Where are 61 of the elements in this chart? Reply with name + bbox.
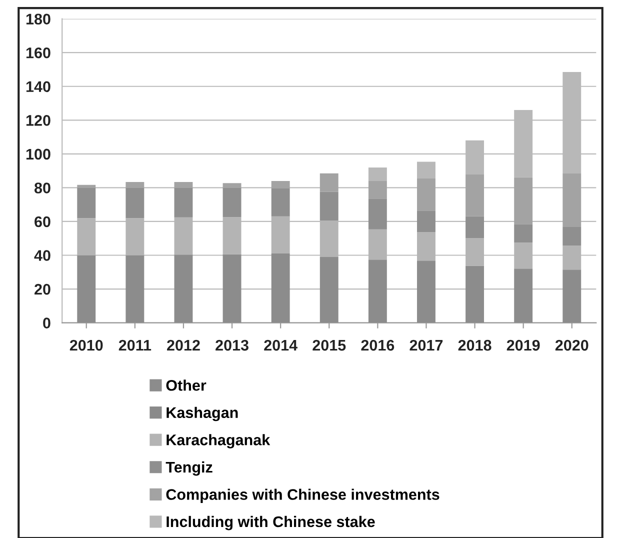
bar — [222, 183, 242, 188]
bar — [562, 174, 582, 228]
legend-label: Kashagan — [166, 406, 238, 422]
bar — [320, 173, 338, 192]
bar — [174, 254, 193, 323]
y-tick-label: 120 — [26, 115, 50, 126]
bar — [514, 268, 533, 323]
x-tick-label: 2018 — [458, 340, 492, 351]
x-tick-label: 2011 — [118, 340, 152, 351]
x-tick-label: 2010 — [70, 340, 103, 351]
bar — [174, 188, 193, 218]
x-tick-label: 2012 — [167, 340, 200, 351]
bar — [368, 167, 387, 181]
bar — [271, 188, 290, 216]
y-tick-label: 0 — [43, 318, 50, 328]
bar — [222, 254, 242, 323]
legend-label: Tengiz — [166, 461, 212, 476]
legend-label: Including with Chinese stake — [166, 516, 375, 530]
bar — [417, 210, 436, 232]
bar — [562, 270, 582, 323]
bar — [320, 192, 338, 221]
y-tick-label: 100 — [26, 148, 50, 160]
y-tick-label: 80 — [34, 182, 50, 194]
bar — [174, 182, 193, 188]
legend-label: Other — [166, 380, 206, 391]
bar — [514, 177, 533, 224]
x-tick-label: 2019 — [506, 340, 540, 351]
bar — [77, 188, 96, 218]
y-tick-label: 60 — [34, 216, 50, 228]
bar — [466, 266, 484, 323]
bar — [126, 182, 144, 188]
bar — [514, 224, 533, 243]
bar — [320, 256, 338, 323]
y-tick-label: 140 — [26, 81, 50, 92]
bar — [271, 180, 290, 189]
bar — [222, 188, 242, 218]
bar — [126, 188, 144, 218]
bar — [417, 162, 436, 178]
legend-label: Companies with Chinese investments — [166, 488, 440, 503]
y-tick-label: 180 — [26, 14, 50, 25]
bar — [126, 255, 144, 323]
x-tick-label: 2016 — [361, 340, 394, 351]
y-tick-label: 40 — [34, 250, 50, 261]
bar — [368, 198, 387, 230]
y-tick-label: 160 — [26, 47, 50, 58]
bar — [271, 254, 290, 323]
bar — [466, 216, 484, 238]
bar — [368, 260, 387, 323]
x-tick-label: 2015 — [312, 340, 346, 351]
legend-label: Karachaganak — [166, 434, 270, 448]
bar — [466, 174, 484, 216]
bar — [77, 255, 96, 323]
bar — [368, 180, 387, 199]
bar — [562, 227, 582, 246]
bar — [417, 178, 436, 211]
y-tick-label: 20 — [34, 284, 50, 295]
x-tick-label: 2013 — [216, 340, 248, 351]
x-tick-label: 2017 — [410, 340, 443, 351]
bar — [417, 260, 436, 323]
x-tick-label: 2014 — [264, 340, 298, 351]
x-tick-label: 2020 — [555, 340, 588, 351]
